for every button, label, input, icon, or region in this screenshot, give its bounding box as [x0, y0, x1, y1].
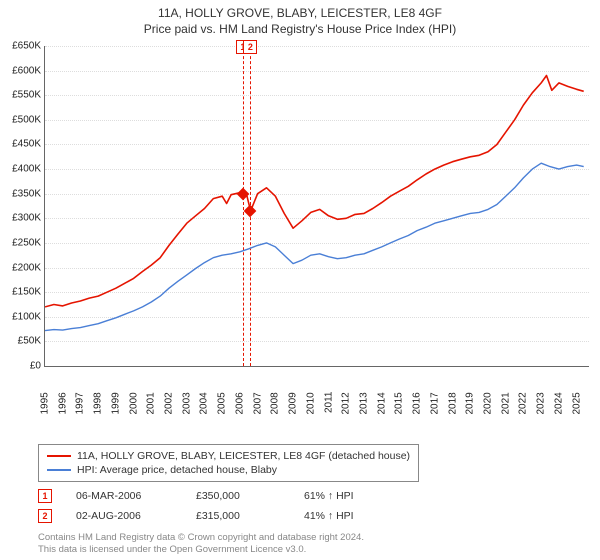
x-tick-label: 2019 [465, 392, 476, 418]
y-tick-label: £100K [12, 311, 45, 322]
x-tick-label: 2002 [164, 392, 175, 418]
y-tick-label: £200K [12, 262, 45, 273]
y-tick-label: £250K [12, 237, 45, 248]
legend-row: 11A, HOLLY GROVE, BLABY, LEICESTER, LE8 … [47, 449, 410, 463]
line-svg [45, 46, 589, 366]
chart-container: 11A, HOLLY GROVE, BLABY, LEICESTER, LE8 … [0, 0, 600, 560]
x-tick-label: 2010 [305, 392, 316, 418]
sales-table: 1 06-MAR-2006 £350,000 61% ↑ HPI 2 02-AU… [38, 486, 388, 526]
x-tick-label: 2000 [128, 392, 139, 418]
x-tick-label: 2007 [252, 392, 263, 418]
sale-marker-num: 2 [42, 511, 47, 521]
footnote: Contains HM Land Registry data © Crown c… [38, 532, 364, 556]
legend: 11A, HOLLY GROVE, BLABY, LEICESTER, LE8 … [38, 444, 419, 482]
chart-title: 11A, HOLLY GROVE, BLABY, LEICESTER, LE8 … [0, 0, 600, 22]
y-tick-label: £650K [12, 41, 45, 52]
sale-price: £315,000 [196, 510, 280, 522]
sale-date: 06-MAR-2006 [76, 490, 172, 502]
x-tick-label: 2018 [447, 392, 458, 418]
x-tick-label: 2023 [536, 392, 547, 418]
x-tick-label: 2012 [341, 392, 352, 418]
y-tick-label: £600K [12, 65, 45, 76]
y-tick-label: £150K [12, 287, 45, 298]
legend-swatch-hpi [47, 469, 71, 471]
x-tick-label: 2001 [146, 392, 157, 418]
sale-delta: 41% ↑ HPI [304, 510, 388, 522]
footnote-line: This data is licensed under the Open Gov… [38, 544, 364, 556]
legend-label: HPI: Average price, detached house, Blab… [77, 464, 277, 476]
x-tick-label: 1996 [57, 392, 68, 418]
x-tick-label: 2015 [394, 392, 405, 418]
legend-row: HPI: Average price, detached house, Blab… [47, 463, 410, 477]
x-tick-label: 2003 [181, 392, 192, 418]
series-line-property [45, 76, 584, 307]
sale-marker-box: 2 [243, 40, 257, 54]
x-tick-label: 2025 [571, 392, 582, 418]
x-tick-label: 2014 [376, 392, 387, 418]
sale-price: £350,000 [196, 490, 280, 502]
y-tick-label: £350K [12, 188, 45, 199]
x-tick-label: 2004 [199, 392, 210, 418]
x-tick-label: 1999 [110, 392, 121, 418]
x-tick-label: 1995 [40, 392, 51, 418]
x-tick-label: 2022 [518, 392, 529, 418]
footnote-line: Contains HM Land Registry data © Crown c… [38, 532, 364, 544]
x-tick-label: 1998 [93, 392, 104, 418]
x-tick-label: 2021 [500, 392, 511, 418]
y-tick-label: £0 [30, 361, 45, 372]
y-tick-label: £450K [12, 139, 45, 150]
y-tick-label: £400K [12, 164, 45, 175]
plot-area: £0£50K£100K£150K£200K£250K£300K£350K£400… [44, 46, 589, 367]
sale-marker-1: 1 [38, 489, 52, 503]
x-tick-label: 2013 [358, 392, 369, 418]
sale-delta: 61% ↑ HPI [304, 490, 388, 502]
x-tick-label: 2017 [429, 392, 440, 418]
x-tick-label: 2006 [234, 392, 245, 418]
x-tick-label: 2011 [323, 392, 334, 418]
x-tick-label: 2009 [288, 392, 299, 418]
sale-date: 02-AUG-2006 [76, 510, 172, 522]
chart-wrap: £0 £50K £100K £150K £200K £250K £300K £350K £400… [0, 40, 600, 410]
y-tick-label: £50K [18, 336, 45, 347]
y-tick-label: £550K [12, 90, 45, 101]
y-tick-label: £500K [12, 114, 45, 125]
sales-row: 2 02-AUG-2006 £315,000 41% ↑ HPI [38, 506, 388, 526]
sale-marker-2: 2 [38, 509, 52, 523]
series-line-hpi [45, 163, 584, 330]
legend-swatch-property [47, 455, 71, 457]
sale-marker-num: 1 [42, 491, 47, 501]
sales-row: 1 06-MAR-2006 £350,000 61% ↑ HPI [38, 486, 388, 506]
x-tick-label: 1997 [75, 392, 86, 418]
y-tick-label: £300K [12, 213, 45, 224]
x-tick-label: 2024 [553, 392, 564, 418]
legend-label: 11A, HOLLY GROVE, BLABY, LEICESTER, LE8 … [77, 450, 410, 462]
x-tick-label: 2008 [270, 392, 281, 418]
x-tick-label: 2005 [217, 392, 228, 418]
chart-subtitle: Price paid vs. HM Land Registry's House … [0, 22, 600, 40]
x-tick-label: 2016 [412, 392, 423, 418]
x-tick-label: 2020 [482, 392, 493, 418]
